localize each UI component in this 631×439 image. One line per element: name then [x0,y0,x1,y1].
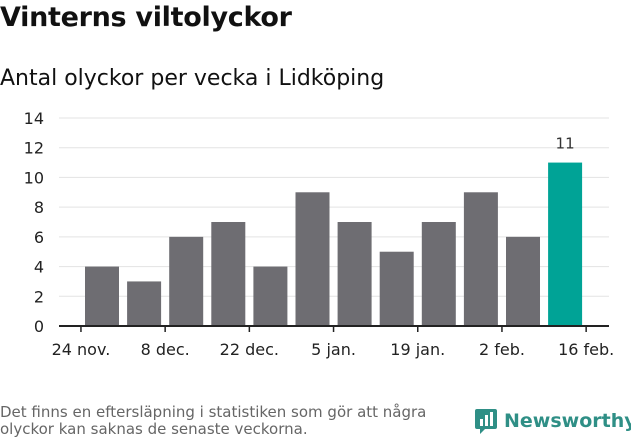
bar-chart: 0 2 4 6 8 10 12 14 11 24 nov. 8 dec. 22 dec. 5 jan. 1… [24,109,615,359]
bar [379,251,414,326]
bar [169,236,204,326]
bar [337,222,372,326]
data-label: 11 [556,135,575,153]
x-tick-label: 24 nov. [52,340,111,359]
x-tick-label: 19 jan. [390,340,445,359]
y-tick-label: 0 [34,317,44,336]
bar [506,236,540,326]
y-tick-label: 4 [34,258,44,277]
y-tick-label: 2 [34,287,44,306]
bar [295,192,330,326]
bar [85,266,119,326]
bar [211,222,246,326]
bar [463,192,498,326]
y-tick-label: 14 [24,109,44,128]
y-tick-label: 12 [24,139,44,158]
newsworthy-logo: Newsworthy [474,407,631,435]
x-tick-label: 16 feb. [558,340,614,359]
footnote: Det finns en eftersläpning i statistiken… [0,403,427,438]
x-tick-label: 5 jan. [311,340,356,359]
x-tick-label: 22 dec. [220,340,279,359]
brand-name: Newsworthy [504,410,631,432]
chart-subtitle: Antal olyckor per vecka i Lidköping [0,66,385,91]
bar [548,162,583,326]
y-tick-label: 6 [34,228,44,247]
newsworthy-logo-icon [475,409,497,434]
bar [127,281,162,326]
chart-title: Vinterns viltolyckor [0,2,292,33]
y-tick-label: 8 [34,198,44,217]
x-tick-label: 8 dec. [141,340,190,359]
x-tick-label: 2 feb. [479,340,525,359]
y-tick-label: 10 [24,168,44,187]
bar [421,222,456,326]
bar [253,266,288,326]
